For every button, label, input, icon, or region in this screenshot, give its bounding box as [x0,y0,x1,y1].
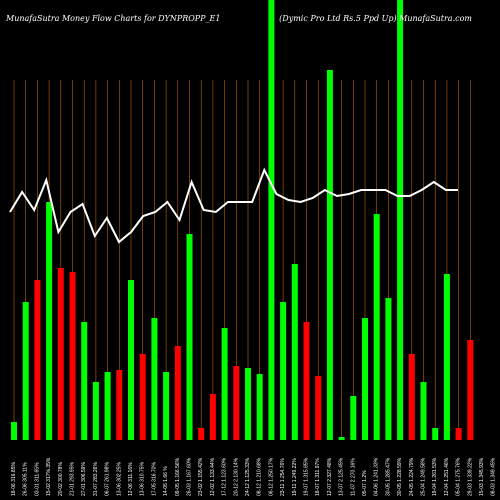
bar-red [455,428,462,440]
bar-green [163,372,170,440]
x-tick-label: 24-05 1.224.79% [409,457,415,496]
x-tick-label: 26-03 1.167.60% [187,457,193,496]
bar-green [151,318,158,440]
chart-title: MunafaSutra Money Flow Charts for DYNPRO… [6,14,221,23]
bar-red [174,346,181,440]
bar-red [57,268,64,440]
x-tick-label: 15-03 1.345.93% [479,457,485,496]
bar-red [198,428,205,440]
bar-green [245,368,251,440]
x-tick-label: 06-07 261.98% [105,462,111,496]
x-tick-label: 13-07 2.125.45% [339,457,345,496]
bar-green [362,318,368,440]
bar-green [443,274,450,440]
bar-green [420,382,427,440]
x-tick-label: 25-04 1.249.58% [421,457,427,496]
x-tick-label: 23-02 1.155.42% [198,457,204,496]
bar-red [69,272,76,440]
x-tick-label: 12-06 311.16% [128,462,134,496]
x-tick-label: 12-07 2.327.48% [327,457,333,496]
x-tick-label: 06-12 1.250.17% [268,457,274,496]
x-tick-label: 23-11 1.254.76% [280,458,286,496]
bar-red [303,322,310,440]
x-tick-label: 03-01 311.65% [34,462,40,496]
x-tick-label: 30-05 1.228.59% [397,457,403,496]
bar-red [233,366,240,440]
x-tick-label: 20-12 2.130.14% [233,457,239,496]
x-tick-label: 19-11 1.249.22% [292,458,298,496]
money-flow-line [9,167,458,244]
x-tick-label: 09-05 1.166.56% [175,457,181,496]
bar-green [385,298,392,440]
bar-green [256,374,263,440]
bar-green [350,396,357,440]
x-tick-label: 08-03 1.349.45% [491,457,497,496]
bar-red [209,394,216,440]
x-tick-label: 30-05 1.285.47% [385,457,391,496]
x-tick-label: 17-12 1.123.60% [222,457,228,496]
bar-red [34,280,41,440]
x-tick-label: 26-06 305.11% [23,462,29,496]
x-tick-label: 18-06 316.85% [11,462,17,496]
x-tick-label: 08-12 1.210.68% [257,457,263,496]
x-tick-label: 13-06 302.25% [116,462,122,496]
x-tick-label: 24-12 1.125.33% [245,457,251,496]
x-tick-label: 18-07 1.311.97% [315,458,321,496]
x-tick-label: 05-04 1.275.76% [456,457,462,496]
bar-green [22,302,29,440]
bar-green [280,302,287,440]
bar-green [291,264,298,440]
bar-green [397,0,404,440]
bar-green [221,328,228,440]
bar-red [315,376,322,440]
x-tick-label: 29-03 1.339.22% [467,457,473,496]
x-tick-label: 05-07 1.2% [362,470,368,496]
x-tick-label: 04-06 1.241.33% [374,457,380,496]
x-tick-label: 19-07 1.315.85% [304,457,310,496]
x-tick-label: 21-01 293.95% [70,462,76,496]
x-tick-label: 20-02 300.78% [58,462,64,496]
bar-green [104,372,111,440]
bar-green [338,437,345,440]
x-tick-label: 11-07 2.270.16% [350,458,356,496]
x-tick-label: 27-01 306.59% [81,462,87,496]
x-tick-label: 15-02 317%.35% [46,457,52,496]
bar-green [92,382,99,440]
bar-green [46,202,53,440]
bar-green [326,70,333,440]
x-tick-label: 12-04 1.251.46% [444,457,450,496]
x-tick-label: 17-05 316.70% [151,462,157,496]
bar-red [116,370,123,440]
bar-green [373,214,380,440]
bar-red [139,354,146,440]
bar-green [128,280,134,440]
bar-green [186,234,193,440]
chart-source: (Dymic Pro Ltd Rs.5 Ppd Up) MunafaSutra.… [279,14,472,23]
x-tick-label: 19-04 1.261.53% [432,457,438,496]
bar-green [11,422,17,440]
bar-green [268,0,275,440]
x-tick-label: 31-07 283.26% [93,462,99,496]
x-tick-label: 12-02 1.133.44% [210,457,216,496]
x-tick-label: 14-05 1.66 % [163,466,169,496]
bar-red [408,354,415,440]
bar-red [467,340,474,440]
bar-green [432,428,439,440]
x-tick-label: 13-06 310.75% [140,462,146,496]
bar-green [81,322,88,440]
